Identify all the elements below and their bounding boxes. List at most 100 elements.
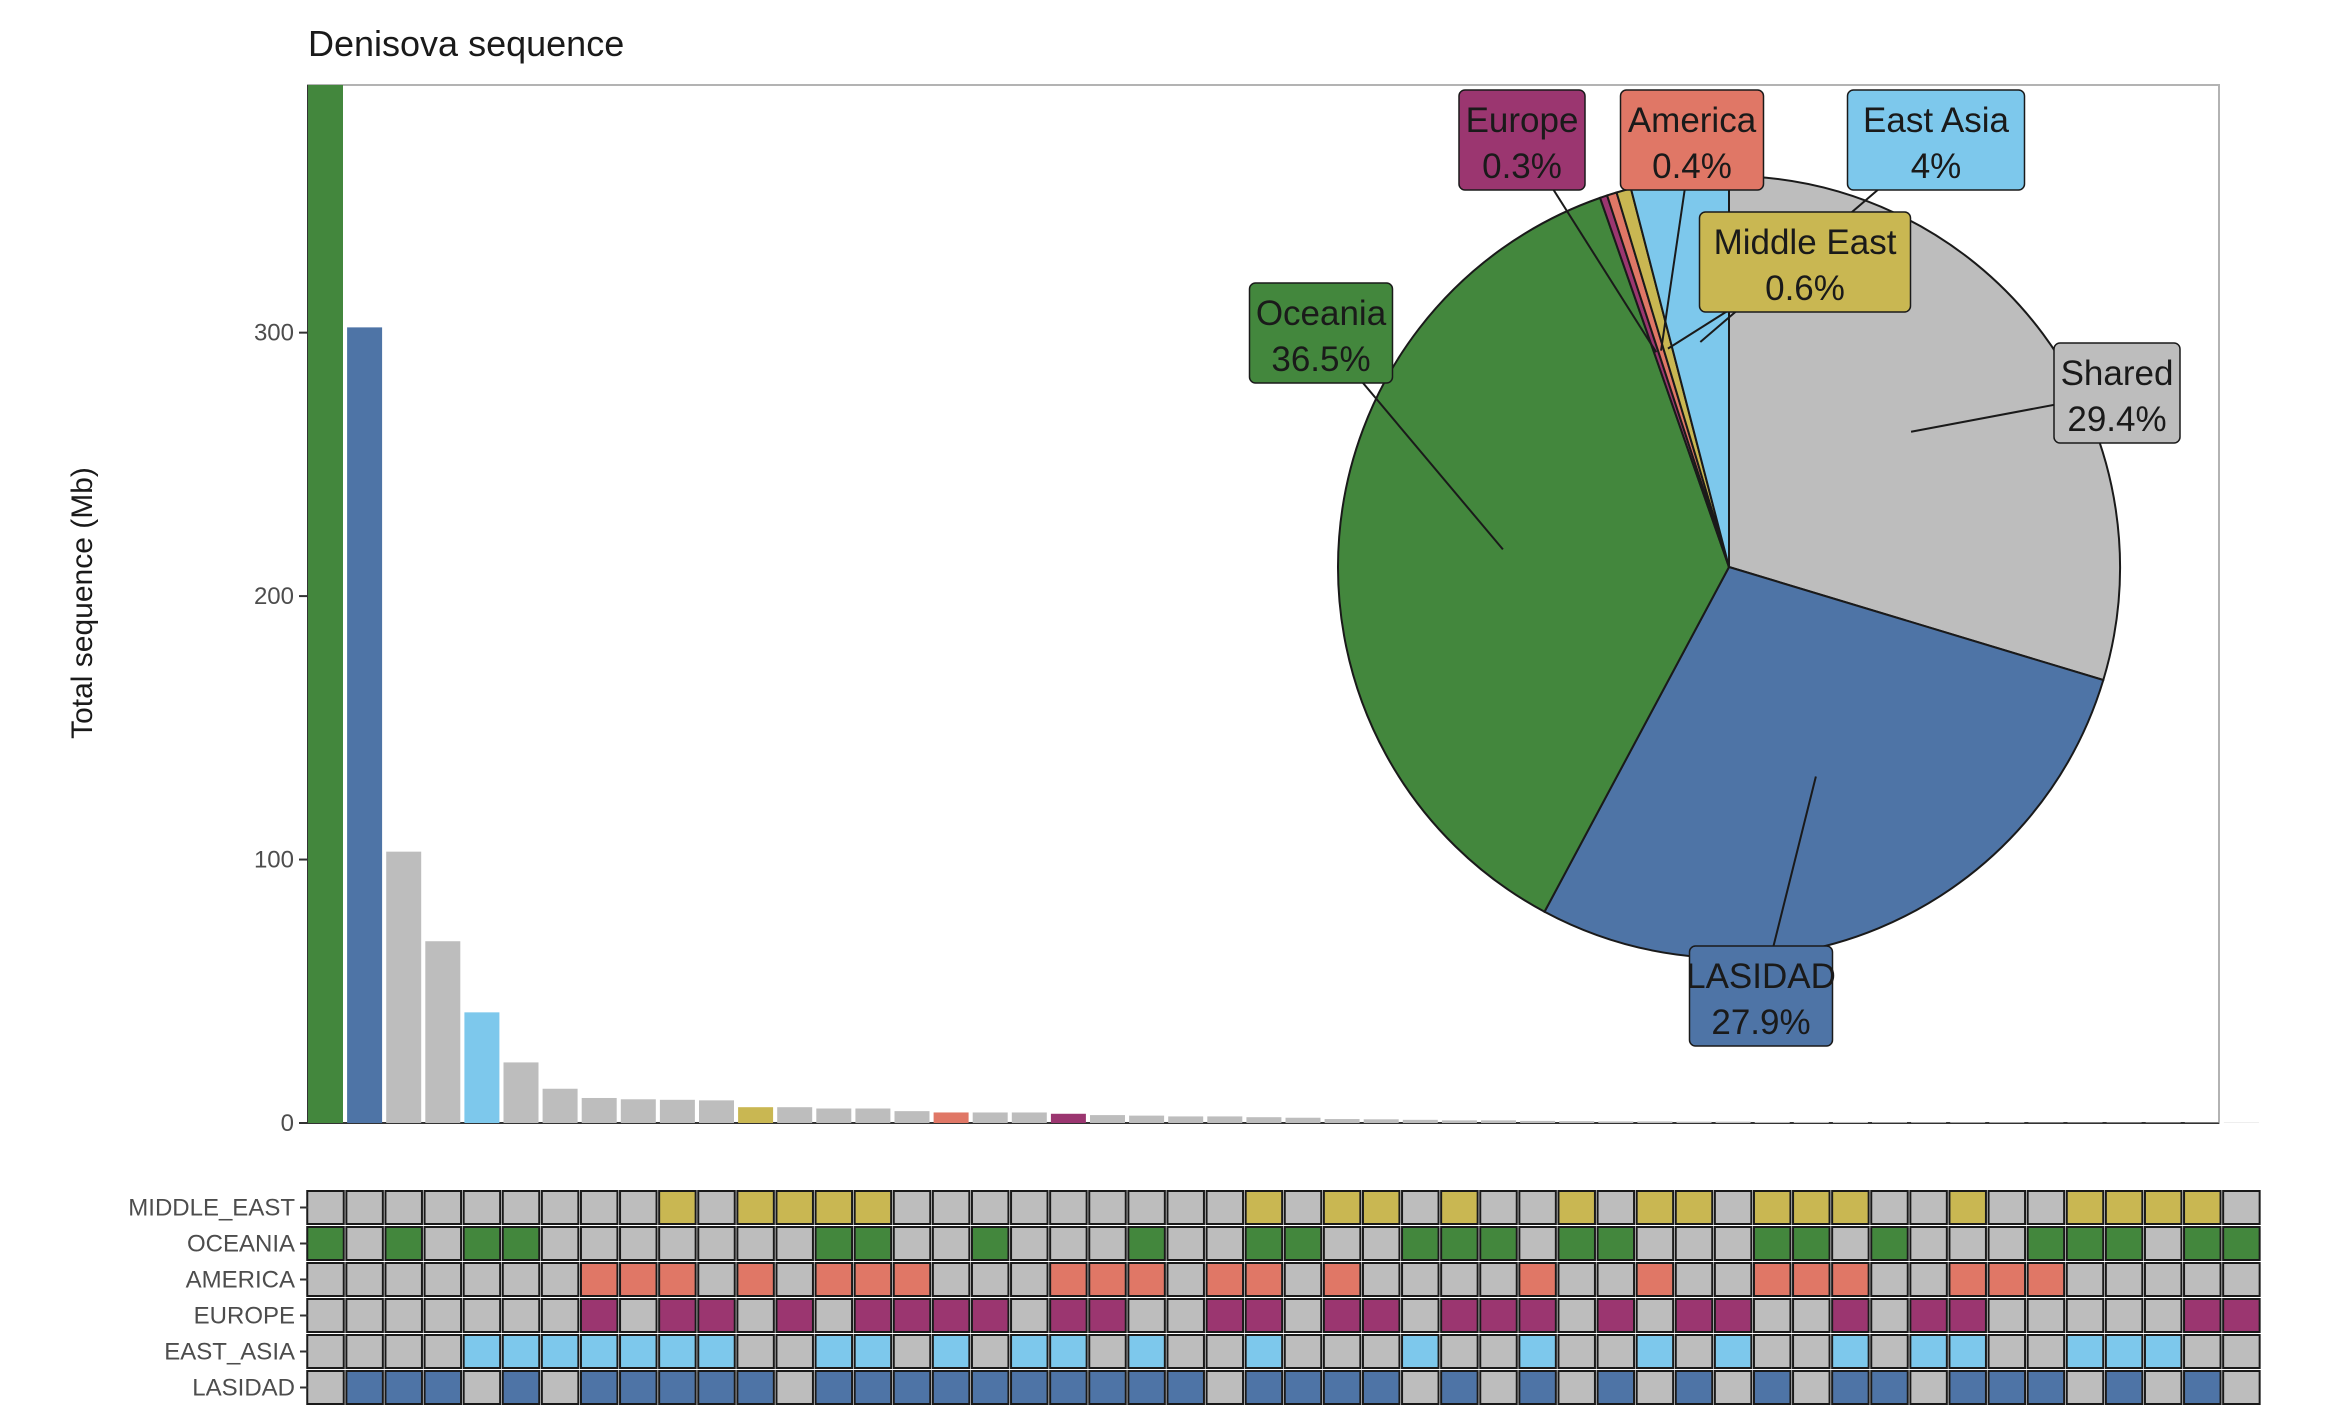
matrix-cell-2-11	[736, 1262, 775, 1297]
bar-36	[1715, 1121, 1751, 1123]
pie-label-pct-1: 27.9%	[1711, 1003, 1810, 1042]
matrix-cell-2-13	[814, 1262, 854, 1297]
pie-labels: Shared 29.4% LASIDAD 27.9% Oceania 36.5% Europ…	[1248, 89, 2181, 1047]
bar-35	[1676, 1121, 1712, 1123]
matrix-cell-0-22	[1166, 1190, 1205, 1225]
matrix-cell-2-26	[1322, 1262, 1362, 1297]
bar-39	[1832, 1121, 1868, 1123]
matrix-cell-0-11	[736, 1190, 775, 1225]
matrix-cell-2-17	[970, 1262, 1010, 1297]
matrix-cell-1-9	[658, 1226, 697, 1261]
chart-title: Denisova sequence	[308, 23, 624, 64]
matrix-cell-4-43	[1987, 1334, 2027, 1369]
matrix-cell-5-8	[619, 1370, 658, 1405]
matrix-cell-5-36	[1713, 1370, 1753, 1405]
matrix-cell-1-30	[1479, 1226, 1518, 1261]
bar-37	[1754, 1121, 1790, 1123]
bar-45	[2067, 1122, 2103, 1123]
matrix-cell-5-14	[853, 1370, 893, 1405]
matrix-cell-1-49	[2222, 1226, 2261, 1261]
matrix-cell-2-6	[540, 1262, 580, 1297]
matrix-cell-0-40	[1870, 1190, 1909, 1225]
matrix-cell-5-13	[814, 1370, 854, 1405]
matrix-cell-2-38	[1792, 1262, 1831, 1297]
matrix-cell-3-4	[462, 1298, 502, 1333]
matrix-cell-2-33	[1596, 1262, 1636, 1297]
pie-label-name-6: East Asia	[1863, 101, 2009, 140]
matrix-cell-2-34	[1635, 1262, 1675, 1297]
matrix-cell-0-31	[1518, 1190, 1557, 1225]
matrix-cell-2-19	[1049, 1262, 1088, 1297]
matrix-cell-1-15	[892, 1226, 932, 1261]
matrix-cell-1-17	[970, 1226, 1010, 1261]
matrix-cell-1-43	[1987, 1226, 2027, 1261]
bar-9	[659, 1099, 695, 1123]
matrix-cell-0-23	[1205, 1190, 1245, 1225]
bar-41	[1911, 1122, 1947, 1123]
matrix-cell-4-22	[1166, 1334, 1205, 1369]
matrix-cell-0-41	[1909, 1190, 1948, 1225]
matrix-cell-1-3	[423, 1226, 463, 1261]
matrix-cell-5-20	[1088, 1370, 1127, 1405]
set-label-4: EAST_ASIA	[164, 1339, 295, 1366]
matrix-cell-1-35	[1674, 1226, 1714, 1261]
matrix-cell-3-1	[345, 1298, 384, 1333]
matrix-cell-4-6	[540, 1334, 580, 1369]
matrix-cell-1-22	[1166, 1226, 1205, 1261]
matrix-cell-0-12	[775, 1190, 814, 1225]
matrix-cell-2-39	[1831, 1262, 1870, 1297]
set-label-0: MIDDLE_EAST	[128, 1195, 295, 1222]
matrix-cell-4-33	[1596, 1334, 1636, 1369]
matrix-cell-5-26	[1322, 1370, 1362, 1405]
matrix-cell-5-28	[1401, 1370, 1440, 1405]
matrix-cell-2-46	[2104, 1262, 2144, 1297]
matrix-cell-2-9	[658, 1262, 697, 1297]
pie-label-box-4	[1619, 89, 1765, 191]
matrix-cell-4-7	[579, 1334, 619, 1369]
matrix-cell-0-15	[892, 1190, 932, 1225]
matrix-cell-5-44	[2026, 1370, 2066, 1405]
set-labels: MIDDLE_EAST OCEANIA AMERICA EUROPE EAST_ASIA…	[128, 1195, 308, 1402]
matrix-cell-2-20	[1088, 1262, 1127, 1297]
matrix-cell-5-15	[892, 1370, 932, 1405]
set-label-3: EUROPE	[194, 1303, 295, 1330]
matrix-cell-3-47	[2143, 1298, 2183, 1333]
matrix-cell-3-23	[1205, 1298, 1245, 1333]
matrix-cell-1-48	[2183, 1226, 2222, 1261]
matrix-cell-1-41	[1909, 1226, 1948, 1261]
matrix-cell-1-26	[1322, 1226, 1362, 1261]
bar-5	[503, 1062, 539, 1123]
matrix-cell-5-27	[1361, 1370, 1401, 1405]
pie-label-name-5: Middle East	[1714, 223, 1897, 262]
matrix-cell-5-10	[697, 1370, 736, 1405]
matrix-cell-4-20	[1088, 1334, 1127, 1369]
matrix-cell-2-47	[2143, 1262, 2183, 1297]
matrix-cell-4-46	[2104, 1334, 2144, 1369]
matrix-cell-5-31	[1518, 1370, 1557, 1405]
matrix-cell-3-19	[1049, 1298, 1088, 1333]
matrix-cell-1-24	[1244, 1226, 1284, 1261]
matrix-cell-5-37	[1752, 1370, 1792, 1405]
matrix-cell-3-12	[775, 1298, 814, 1333]
matrix-cell-4-17	[970, 1334, 1010, 1369]
matrix-cell-3-31	[1518, 1298, 1557, 1333]
pie-label-pct-0: 29.4%	[2067, 400, 2166, 439]
matrix-cell-0-37	[1752, 1190, 1792, 1225]
bar-27	[1363, 1119, 1399, 1123]
matrix-cell-0-36	[1713, 1190, 1753, 1225]
matrix-cell-5-32	[1557, 1370, 1596, 1405]
bar-24	[1246, 1117, 1282, 1123]
y-axis-title: Total sequence (Mb)	[66, 467, 99, 739]
matrix-cell-2-45	[2065, 1262, 2105, 1297]
matrix-cell-1-38	[1792, 1226, 1831, 1261]
matrix-cell-0-46	[2104, 1190, 2144, 1225]
matrix-cell-2-27	[1361, 1262, 1401, 1297]
set-label-5: LASIDAD	[192, 1375, 295, 1402]
y-tick-label-0: 0	[281, 1110, 294, 1137]
matrix-cell-2-42	[1948, 1262, 1987, 1297]
matrix-cell-2-25	[1283, 1262, 1323, 1297]
matrix-cell-5-41	[1909, 1370, 1948, 1405]
matrix-cell-3-22	[1166, 1298, 1205, 1333]
bar-47	[2145, 1122, 2181, 1123]
y-ticks: 0 100 200 300	[254, 320, 308, 1137]
